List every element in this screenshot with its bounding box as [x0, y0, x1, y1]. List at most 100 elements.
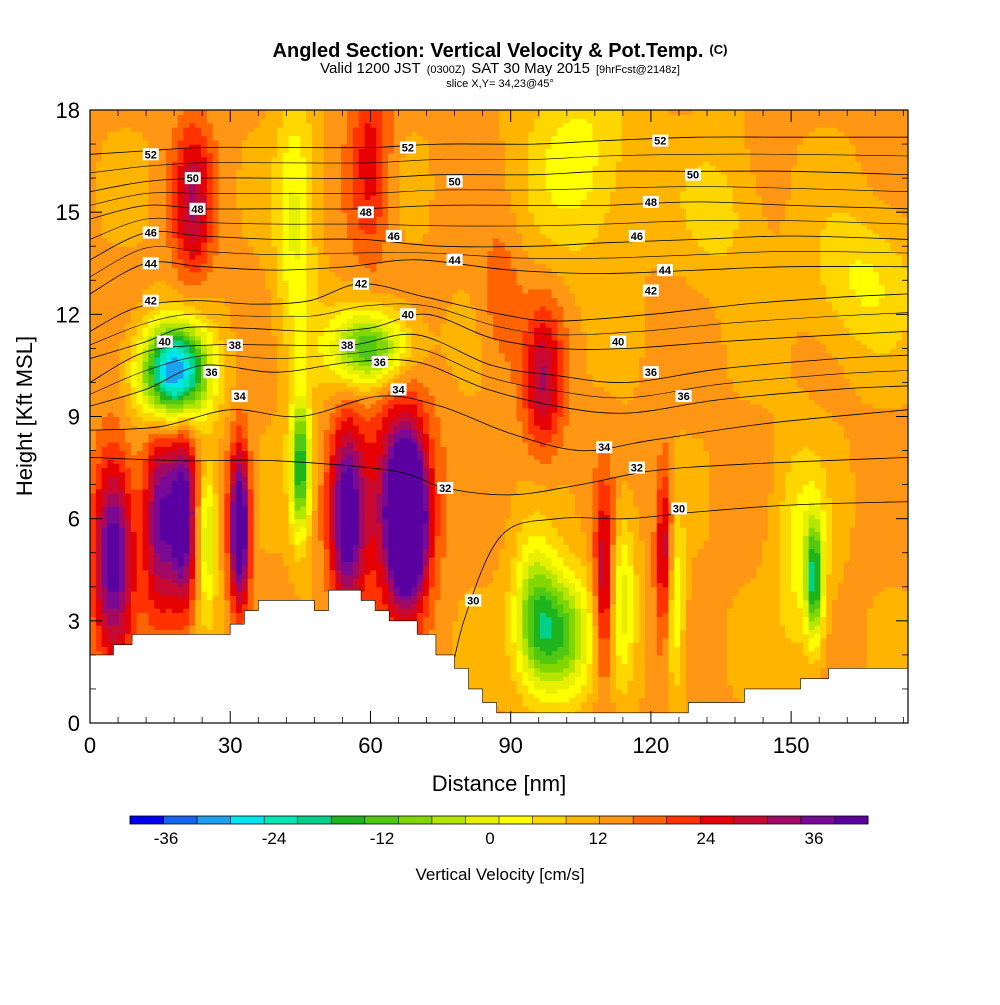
- vv-cell: [276, 135, 284, 141]
- vv-cell: [136, 399, 144, 405]
- vv-cell: [148, 271, 155, 277]
- vv-cell: [177, 203, 185, 209]
- vv-cell: [125, 148, 132, 154]
- vv-cell: [130, 356, 138, 362]
- vv-cell: [230, 565, 237, 571]
- vv-cell: [125, 220, 132, 226]
- vv-cell: [95, 522, 103, 528]
- vv-cell: [90, 646, 97, 652]
- vv-cell: [154, 586, 161, 592]
- vv-cell: [218, 339, 225, 345]
- vv-cell: [95, 599, 103, 605]
- vv-cell: [236, 484, 243, 490]
- vv-cell: [142, 135, 150, 141]
- vv-cell: [154, 497, 161, 503]
- vv-cell: [107, 310, 114, 315]
- vv-cell: [259, 254, 266, 260]
- vv-cell: [218, 165, 225, 171]
- vv-cell: [271, 339, 278, 345]
- vv-cell: [136, 314, 144, 320]
- vv-cell: [271, 386, 278, 392]
- vv-cell: [259, 165, 266, 171]
- vv-cell: [136, 348, 144, 354]
- vv-cell: [236, 514, 243, 520]
- vv-cell: [171, 578, 179, 584]
- vv-cell: [113, 629, 120, 635]
- vv-cell: [107, 416, 114, 422]
- vv-cell: [265, 522, 272, 528]
- vv-cell: [136, 288, 144, 294]
- vv-cell: [236, 301, 243, 307]
- vv-cell: [171, 207, 179, 213]
- vv-cell: [195, 352, 202, 358]
- vv-cell: [119, 224, 126, 230]
- vv-cell: [165, 233, 173, 239]
- vv-cell: [189, 135, 196, 141]
- vv-cell: [90, 407, 97, 413]
- vv-cell: [276, 514, 284, 520]
- vv-cell: [276, 327, 284, 332]
- vv-cell: [230, 122, 237, 128]
- vv-cell: [206, 186, 214, 192]
- vv-cell: [212, 442, 220, 447]
- vv-cell: [212, 595, 220, 601]
- vv-cell: [183, 220, 190, 226]
- vv-cell: [125, 378, 132, 384]
- vv-cell: [288, 378, 296, 384]
- vv-cell: [95, 569, 103, 575]
- vv-cell: [142, 305, 150, 311]
- vv-cell: [119, 505, 126, 511]
- vv-cell: [201, 161, 208, 166]
- vv-cell: [130, 135, 138, 141]
- vv-cell: [189, 161, 196, 166]
- vv-cell: [241, 412, 249, 418]
- vv-cell: [253, 344, 261, 349]
- vv-cell: [142, 390, 150, 396]
- vv-cell: [212, 501, 220, 507]
- vv-cell: [101, 569, 109, 575]
- vv-cell: [218, 131, 225, 137]
- vv-cell: [218, 603, 225, 609]
- vv-cell: [136, 284, 144, 290]
- vv-cell: [171, 565, 179, 571]
- vv-cell: [142, 182, 150, 188]
- vv-cell: [142, 344, 150, 349]
- vv-cell: [282, 186, 290, 192]
- vv-cell: [271, 586, 278, 592]
- vv-cell: [206, 250, 214, 256]
- vv-cell: [230, 476, 237, 481]
- vv-cell: [253, 135, 261, 141]
- vv-cell: [224, 122, 231, 128]
- vv-cell: [282, 161, 290, 166]
- vv-cell: [206, 148, 214, 154]
- vv-cell: [230, 267, 237, 273]
- vv-cell: [154, 199, 161, 205]
- vv-cell: [265, 539, 272, 545]
- vv-cell: [259, 139, 266, 145]
- vv-cell: [113, 569, 120, 575]
- vv-cell: [230, 144, 237, 149]
- vv-cell: [218, 199, 225, 205]
- vv-cell: [148, 284, 155, 290]
- vv-cell: [130, 505, 138, 511]
- vv-cell: [95, 280, 103, 286]
- vv-cell: [113, 480, 120, 486]
- vv-cell: [282, 582, 290, 588]
- vv-cell: [165, 241, 173, 247]
- vv-cell: [113, 493, 120, 498]
- vv-cell: [148, 450, 155, 456]
- vv-cell: [212, 348, 220, 354]
- vv-cell: [165, 190, 173, 196]
- vv-cell: [288, 318, 296, 324]
- vv-cell: [247, 267, 255, 273]
- vv-cell: [136, 625, 144, 630]
- vv-cell: [90, 518, 97, 524]
- vv-cell: [125, 118, 132, 124]
- vv-cell: [119, 335, 126, 341]
- vv-cell: [201, 173, 208, 179]
- vv-cell: [236, 412, 243, 418]
- vv-cell: [130, 454, 138, 460]
- vv-cell: [265, 118, 272, 124]
- vv-cell: [189, 480, 196, 486]
- vv-cell: [125, 207, 132, 213]
